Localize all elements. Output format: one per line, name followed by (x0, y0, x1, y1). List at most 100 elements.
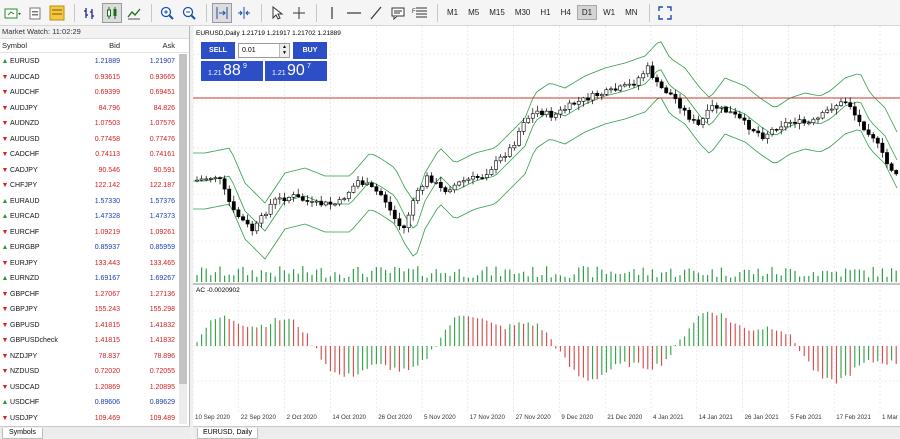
vertical-line-icon[interactable] (322, 3, 342, 23)
candle-body (392, 209, 397, 219)
timeframe-mn[interactable]: MN (625, 8, 638, 17)
timeframe-m1[interactable]: M1 (447, 8, 459, 17)
profiles-icon[interactable] (25, 3, 45, 23)
sell-button[interactable]: SELL (201, 42, 235, 59)
symbol-row[interactable]: ▼ AUDUSD 0.77458 0.77476 (0, 132, 178, 148)
symbol-symbol: USDCHF (10, 399, 40, 407)
symbol-bid: 122.142 (94, 182, 120, 190)
timeframe-h4[interactable]: H4 (560, 8, 571, 17)
symbol-ask: 1.27136 (149, 290, 175, 298)
svg-text:F: F (412, 9, 416, 15)
candle-body (480, 177, 485, 179)
market-watch-list: ▲ EURUSD 1.21889 1.21907 ▼ AUDCAD 0.93615 0.936… (0, 54, 178, 427)
candle-body (323, 201, 328, 206)
symbol-row[interactable]: ▲ USDCHF 0.89606 0.89629 (0, 395, 178, 411)
symbol-row[interactable]: ▼ CHFJPY 122.142 122.187 (0, 178, 178, 194)
lot-spinner[interactable]: ▲ ▼ (279, 44, 289, 57)
candle-body (245, 219, 250, 225)
candle-body (843, 101, 848, 104)
symbol-row[interactable]: ▼ GBPUSDcheck 1.41815 1.41832 (0, 333, 178, 349)
timeframe-m5[interactable]: M5 (468, 8, 480, 17)
symbol-row[interactable]: ▼ AUDJPY 84.796 84.826 (0, 101, 178, 117)
market-watch-scrollbar[interactable] (179, 54, 187, 424)
crosshair-icon[interactable] (289, 3, 309, 23)
symbol-row[interactable]: ▼ NZDUSD 0.72020 0.72055 (0, 364, 178, 380)
timeframe-h1[interactable]: H1 (540, 8, 551, 17)
symbol-bid: 0.72020 (94, 368, 120, 376)
chart-title: EURUSD,Daily 1.21719 1.21917 1.21702 1.2… (196, 30, 341, 37)
candle-body (599, 94, 604, 97)
symbol-row[interactable]: ▼ AUDCAD 0.93615 0.93665 (0, 70, 178, 86)
up-arrow-icon: ▲ (1, 244, 9, 252)
date-label: 22 Sep 2020 (240, 414, 276, 421)
down-arrow-icon: ▼ (1, 290, 9, 298)
symbol-symbol: AUDNZD (10, 120, 40, 128)
market-watch-icon[interactable] (47, 3, 67, 23)
symbol-row[interactable]: ▼ AUDNZD 1.07503 1.07576 (0, 116, 178, 132)
candle-body (369, 182, 374, 187)
fibonacci-icon[interactable]: F (410, 3, 430, 23)
column-bid[interactable]: Bid (109, 41, 120, 50)
date-label: 10 Sep 2020 (195, 414, 231, 421)
auto-scroll-icon[interactable] (234, 3, 254, 23)
candle-body (388, 201, 393, 211)
timeframe-m30[interactable]: M30 (514, 8, 531, 17)
tab-symbols[interactable]: Symbols (2, 428, 43, 439)
chart-shift-icon[interactable] (212, 2, 232, 23)
fullscreen-icon[interactable] (655, 3, 675, 23)
symbol-row[interactable]: ▼ GBPJPY 155.243 155.298 (0, 302, 178, 318)
symbol-symbol: NZDUSD (10, 368, 40, 376)
buy-button[interactable]: BUY (293, 42, 327, 59)
candle-body (494, 160, 498, 170)
candle-body (236, 209, 241, 217)
bar-chart-icon[interactable] (80, 3, 100, 23)
sell-price-button[interactable]: 1.21 88 9 (201, 61, 263, 81)
symbol-row[interactable]: ▼ NZDJPY 78.837 78.896 (0, 349, 178, 365)
candle-body (586, 97, 590, 101)
buy-price-fraction: 7 (307, 63, 311, 70)
symbol-row[interactable]: ▲ EURNZD 1.69167 1.69267 (0, 271, 178, 287)
horizontal-line-icon[interactable] (344, 3, 364, 23)
candle-body (871, 134, 876, 139)
column-symbol[interactable]: Symbol (2, 41, 28, 50)
line-chart-icon[interactable] (124, 3, 144, 23)
down-arrow-icon: ▼ (1, 383, 9, 391)
candle-body (779, 126, 784, 130)
symbol-row[interactable]: ▼ GBPUSD 1.41815 1.41832 (0, 318, 178, 334)
candle-body (793, 121, 797, 124)
new-chart-icon[interactable] (3, 3, 23, 23)
scrollbar-thumb[interactable] (179, 54, 187, 384)
candle-body (227, 188, 232, 202)
lot-size-input[interactable]: 0.01 ▲ ▼ (238, 43, 290, 58)
symbol-row[interactable]: ▼ USDJPY 109.469 109.489 (0, 411, 178, 427)
symbol-row[interactable]: ▲ EURAUD 1.57330 1.57376 (0, 194, 178, 210)
column-ask[interactable]: Ask (162, 41, 175, 50)
candlestick-chart-icon[interactable] (102, 2, 122, 23)
symbol-row[interactable]: ▼ USDCAD 1.20869 1.20895 (0, 380, 178, 396)
symbol-row[interactable]: ▲ EURUSD 1.21889 1.21907 (0, 54, 178, 70)
zoom-out-icon[interactable] (179, 3, 199, 23)
symbol-row[interactable]: ▼ EURJPY 133.443 133.465 (0, 256, 178, 272)
symbol-row[interactable]: ▼ GBPCHF 1.27067 1.27136 (0, 287, 178, 303)
candle-body (576, 100, 581, 105)
symbol-row[interactable]: ▼ EURCHF 1.09219 1.09261 (0, 225, 178, 241)
zoom-in-icon[interactable] (157, 3, 177, 23)
timeframe-d1[interactable]: D1 (576, 5, 598, 20)
timeframe-w1[interactable]: W1 (603, 8, 616, 17)
price-chart[interactable] (193, 26, 900, 412)
chart-window[interactable]: EURUSD,Daily 1.21719 1.21917 1.21702 1.2… (193, 26, 900, 439)
trend-line-icon[interactable] (366, 3, 386, 23)
tab-eurusd-daily[interactable]: EURUSD, Daily (197, 428, 259, 439)
symbol-row[interactable]: ▼ CADJPY 90.546 90.591 (0, 163, 178, 179)
timeframe-m15[interactable]: M15 (489, 8, 505, 17)
candle-body (287, 197, 291, 202)
buy-price-button[interactable]: 1.21 90 7 (265, 61, 327, 81)
symbol-row[interactable]: ▼ CADCHF 0.74113 0.74161 (0, 147, 178, 163)
text-label-icon[interactable] (388, 3, 408, 23)
symbol-row[interactable]: ▼ AUDCHF 0.69399 0.69451 (0, 85, 178, 101)
candle-body (310, 201, 314, 203)
symbol-row[interactable]: ▲ EURCAD 1.47328 1.47373 (0, 209, 178, 225)
cursor-icon[interactable] (267, 3, 287, 23)
symbol-row[interactable]: ▲ EURGBP 0.85937 0.85959 (0, 240, 178, 256)
symbol-ask: 0.69451 (149, 89, 175, 97)
